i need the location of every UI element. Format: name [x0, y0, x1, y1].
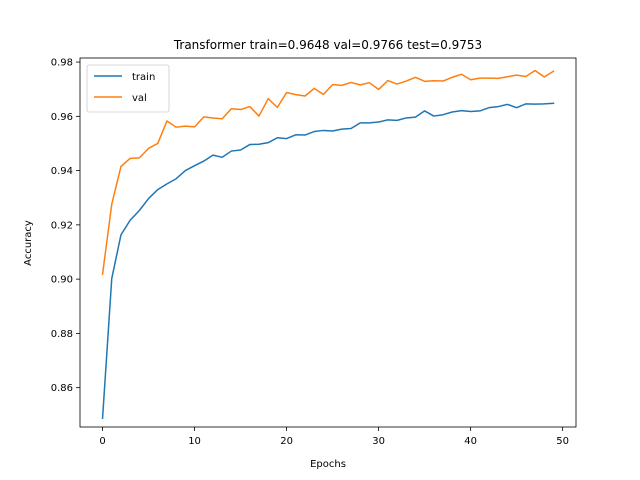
x-tick-label: 40 — [464, 436, 477, 447]
x-tick-label: 30 — [372, 436, 385, 447]
series-line-val — [101, 69, 555, 276]
legend-label-train: train — [132, 72, 155, 83]
legend: train val — [86, 64, 170, 113]
y-axis-label: Accuracy — [23, 220, 34, 266]
x-tick-label: 50 — [556, 436, 569, 447]
x-axis-label: Epochs — [310, 459, 346, 470]
y-tick-label: 0.96 — [51, 112, 73, 123]
series-line-train — [101, 102, 555, 420]
x-tick-label: 10 — [188, 436, 201, 447]
y-tick-label: 0.92 — [51, 220, 73, 231]
y-tick-label: 0.98 — [51, 58, 73, 69]
x-tick-label: 0 — [99, 436, 105, 447]
legend-label-val: val — [132, 93, 147, 104]
series-layer — [101, 69, 555, 420]
y-tick-label: 0.86 — [51, 383, 73, 394]
y-tick-label: 0.88 — [51, 329, 73, 340]
axes-layer: 0 10 20 30 40 50 0.86 0.88 0.90 0.92 0.94 0.96 0.98 — [51, 57, 577, 447]
chart-title: Transformer train=0.9648 val=0.9766 test… — [173, 38, 482, 52]
plot-frame — [79, 57, 577, 428]
y-tick-label: 0.94 — [51, 166, 73, 177]
x-tick-label: 20 — [280, 436, 293, 447]
y-tick-label: 0.90 — [51, 275, 73, 286]
legend-box — [86, 64, 170, 113]
